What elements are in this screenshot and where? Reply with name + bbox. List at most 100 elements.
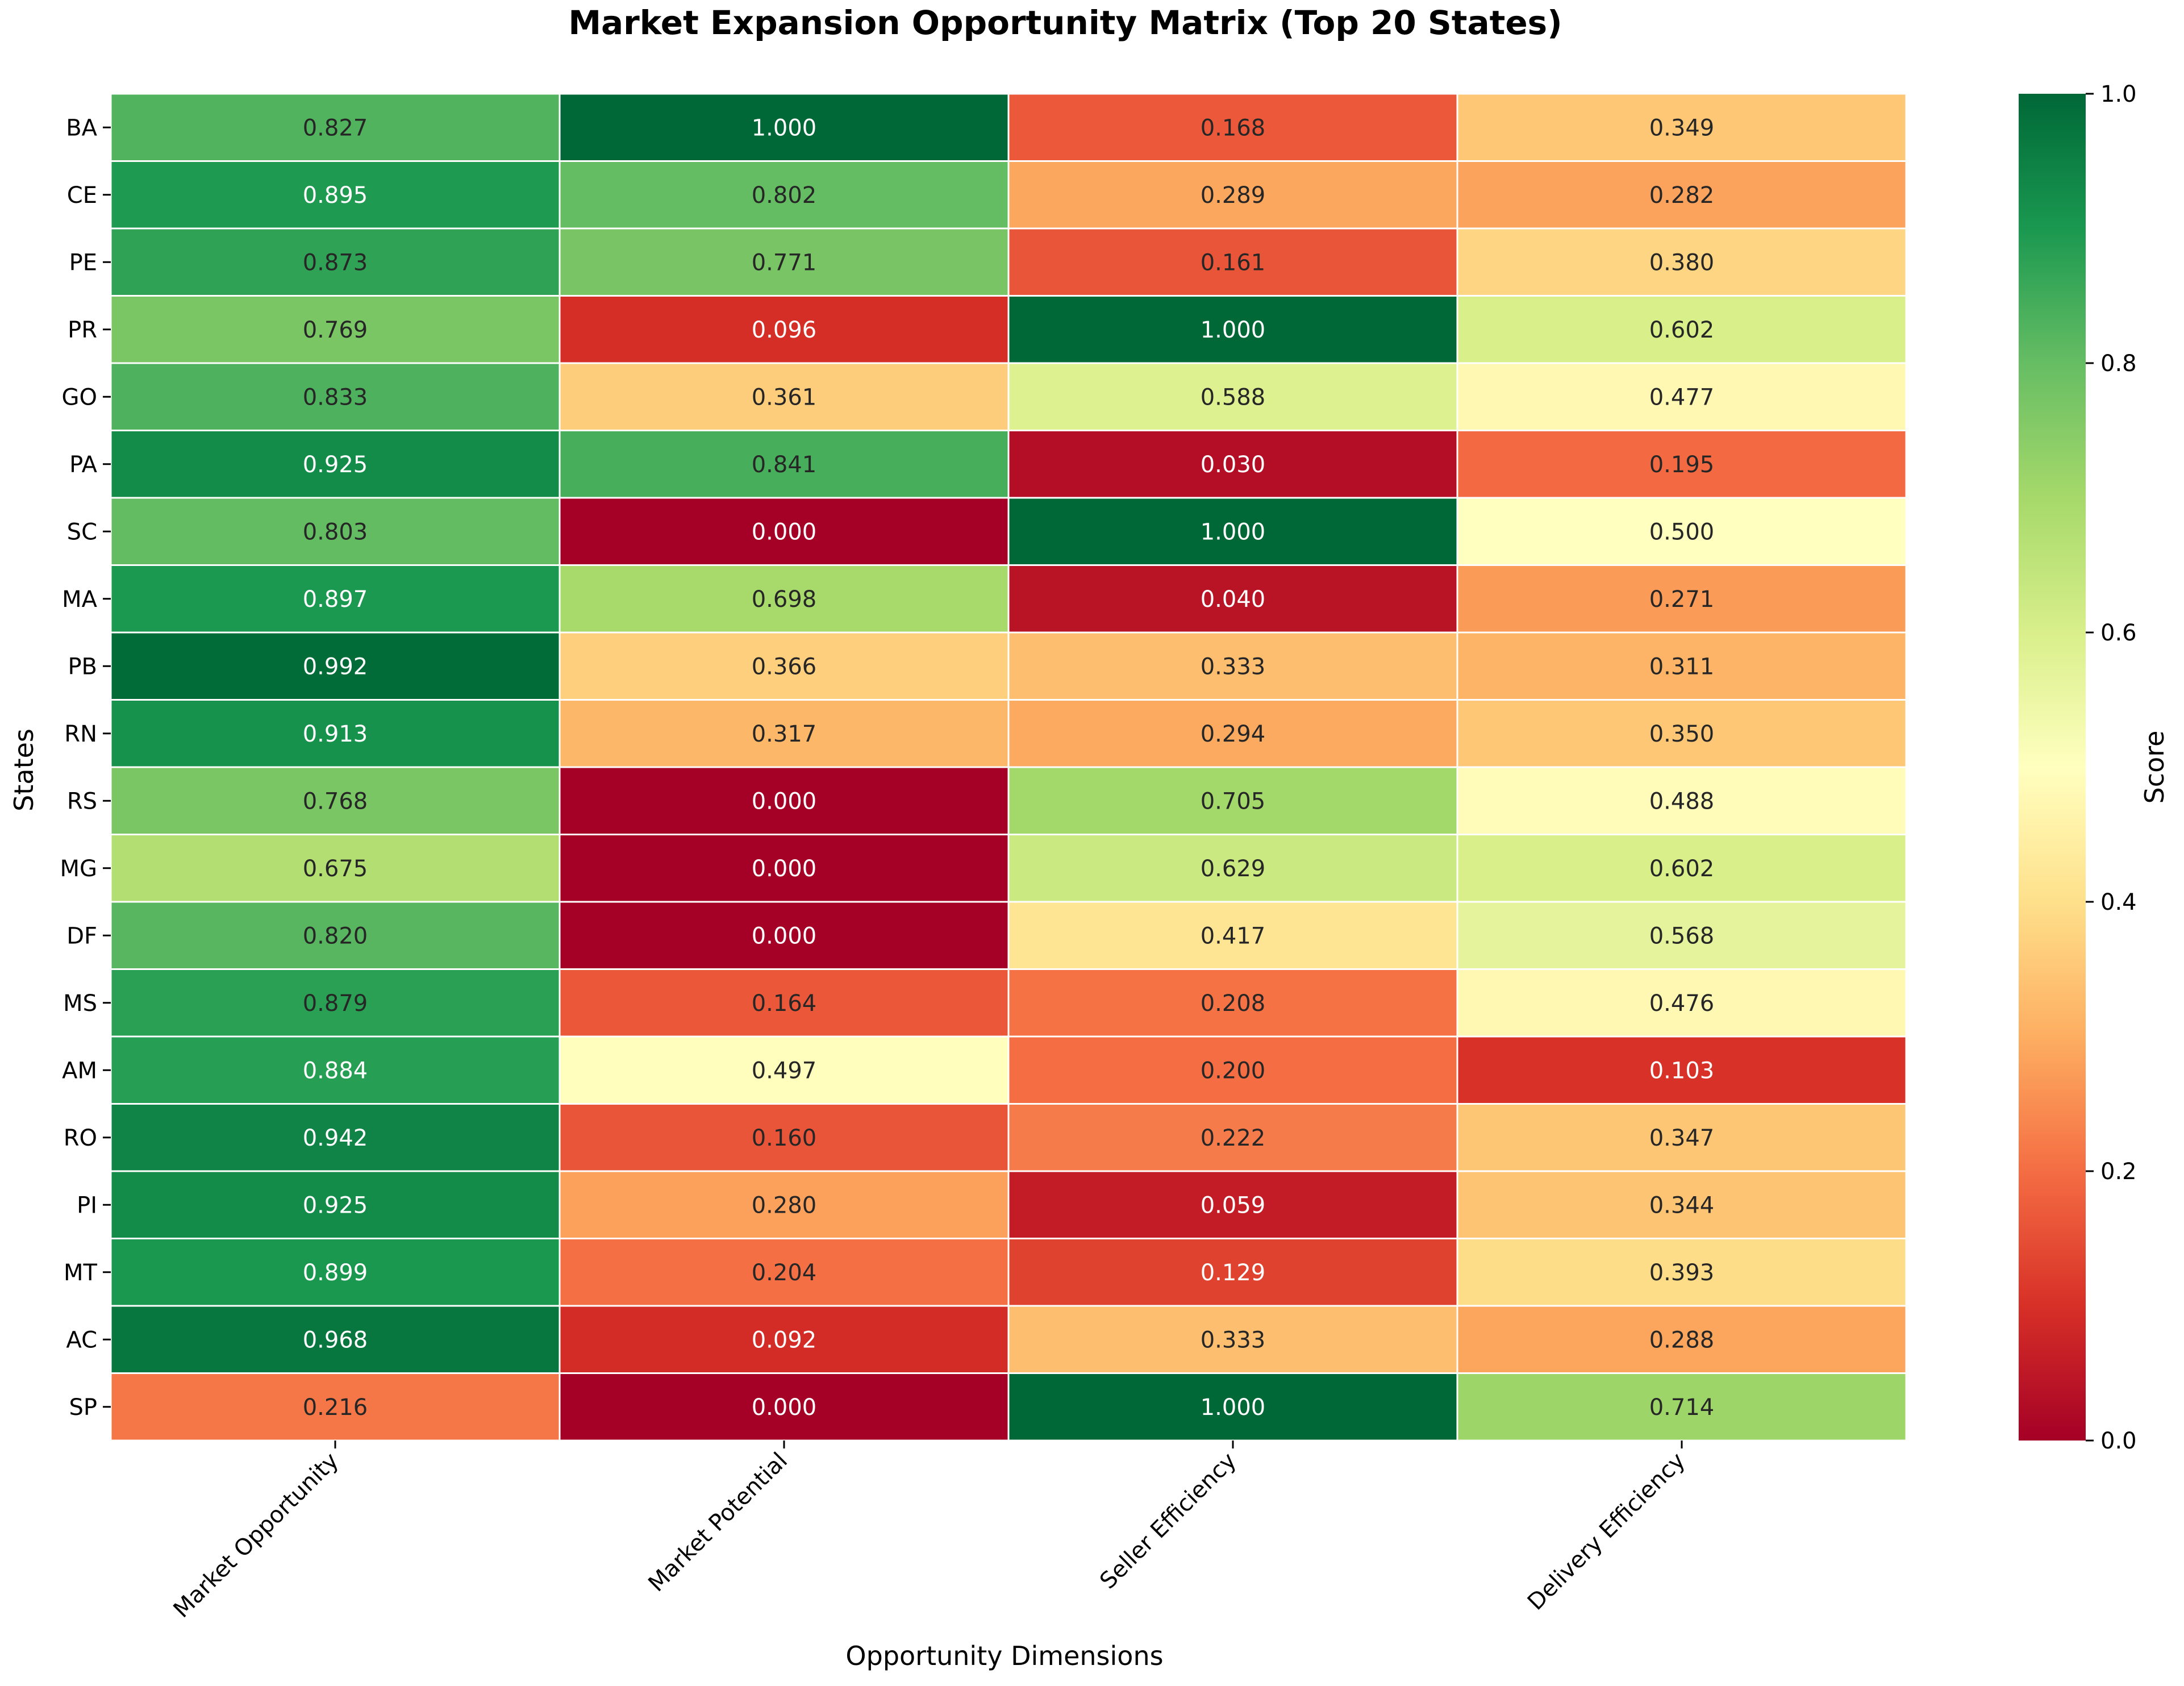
cell-value-label: 0.288 (1649, 1327, 1715, 1353)
y-tick-label: GO (62, 384, 97, 410)
cell-value-label: 0.925 (303, 1192, 368, 1218)
x-tick-label: Seller Efficiency (1095, 1448, 1241, 1595)
heatmap-cell (1007, 834, 1458, 903)
y-tick-label: PI (77, 1192, 97, 1218)
cell-value-label: 0.497 (752, 1058, 817, 1084)
heatmap-cell (1007, 1035, 1458, 1105)
heatmap-cell (110, 901, 561, 970)
cell-value-label: 0.092 (752, 1327, 817, 1353)
heatmap-cell (110, 1305, 561, 1374)
heatmap-cell (558, 362, 1010, 431)
cell-value-label: 0.568 (1649, 923, 1715, 949)
heatmap-cell (1456, 968, 1907, 1038)
y-tick-label: DF (66, 923, 97, 949)
chart-title: Market Expansion Opportunity Matrix (Top… (568, 3, 1562, 42)
cell-value-label: 0.417 (1201, 923, 1266, 949)
cell-value-label: 0.897 (303, 586, 368, 613)
cell-value-label: 0.096 (752, 317, 817, 343)
x-axis-label: Opportunity Dimensions (845, 1641, 1163, 1671)
heatmap-cell (1007, 699, 1458, 768)
heatmap-cell (110, 1103, 561, 1172)
cell-value-label: 0.200 (1201, 1058, 1266, 1084)
cell-value-label: 0.000 (752, 923, 817, 949)
heatmap-cell (1007, 766, 1458, 835)
cell-value-label: 0.968 (303, 1327, 368, 1353)
cell-value-label: 0.588 (1201, 384, 1266, 410)
heatmap-cell (1007, 362, 1458, 431)
cell-value-label: 0.282 (1649, 182, 1715, 209)
heatmap-cell (558, 430, 1010, 499)
cell-value-label: 0.289 (1201, 182, 1266, 209)
cell-value-label: 1.000 (752, 115, 817, 141)
cell-value-label: 0.698 (752, 586, 817, 613)
colorbar-tick-label: 0.8 (2100, 351, 2137, 377)
y-tick-label: PA (69, 452, 98, 478)
cell-value-label: 0.602 (1649, 856, 1715, 882)
cell-value-label: 0.768 (303, 788, 368, 814)
cell-value-label: 0.103 (1649, 1058, 1715, 1084)
heatmap-cell (1456, 1103, 1907, 1172)
heatmap-cell (558, 766, 1010, 835)
colorbar: 0.0 0.2 0.4 0.6 0.8 1.0 Score (2019, 81, 2170, 1454)
cell-value-label: 0.771 (752, 249, 817, 276)
colorbar-tick-label: 0.2 (2100, 1159, 2137, 1185)
cell-value-label: 0.942 (303, 1125, 368, 1151)
colorbar-tick-label: 0.6 (2100, 620, 2137, 646)
cell-value-label: 0.222 (1201, 1125, 1266, 1151)
heatmap-cell (558, 1305, 1010, 1374)
x-tick-labels: Market Opportunity Market Potential Seller… (169, 1441, 1690, 1623)
cell-value-label: 0.675 (303, 856, 368, 882)
heatmap-cell (1007, 1305, 1458, 1374)
y-tick-label: PB (68, 653, 97, 680)
cell-value-label: 0.705 (1201, 788, 1266, 814)
heatmap-cell (1007, 93, 1458, 162)
heatmap-cell (1007, 430, 1458, 499)
heatmap-cell (558, 227, 1010, 297)
heatmap-cell (1456, 497, 1907, 566)
cell-value-label: 0.208 (1201, 990, 1266, 1017)
cell-value-label: 0.271 (1649, 586, 1715, 613)
cell-value-label: 0.216 (303, 1394, 368, 1421)
heatmap-cell (110, 93, 561, 162)
y-tick-label: CE (67, 182, 97, 209)
heatmap-cell (1007, 497, 1458, 566)
cell-value-label: 0.000 (752, 788, 817, 814)
y-tick-label: MA (62, 586, 98, 613)
cell-value-label: 0.366 (752, 653, 817, 680)
cell-value-label: 1.000 (1201, 317, 1266, 343)
cell-value-label: 0.714 (1649, 1394, 1715, 1421)
y-axis-label: States (9, 728, 39, 811)
cell-value-label: 0.164 (752, 990, 817, 1017)
cell-value-label: 0.350 (1649, 721, 1715, 747)
x-tick-label: Market Potential (643, 1448, 793, 1597)
heatmap-cell (558, 901, 1010, 970)
heatmap-cell (1456, 1170, 1907, 1239)
heatmap-cell (558, 699, 1010, 768)
cell-value-label: 0.803 (303, 519, 368, 545)
cell-value-label: 0.347 (1649, 1125, 1715, 1151)
colorbar-ticks: 0.0 0.2 0.4 0.6 0.8 1.0 (2086, 81, 2137, 1454)
cell-value-label: 0.629 (1201, 856, 1266, 882)
cell-value-label: 0.488 (1649, 788, 1715, 814)
cell-value-label: 0.204 (752, 1260, 817, 1286)
cell-value-label: 0.477 (1649, 384, 1715, 410)
y-tick-label: RO (64, 1125, 97, 1151)
y-tick-label: SP (69, 1394, 97, 1421)
cell-value-label: 0.040 (1201, 586, 1266, 613)
cell-value-label: 0.476 (1649, 990, 1715, 1017)
cell-value-label: 0.899 (303, 1260, 368, 1286)
cell-value-label: 0.380 (1649, 249, 1715, 276)
heatmap-cell (558, 1238, 1010, 1307)
cell-value-label: 1.000 (1201, 1394, 1266, 1421)
cell-value-label: 0.802 (752, 182, 817, 209)
heatmap-cell (558, 968, 1010, 1038)
colorbar-label: Score (2139, 731, 2170, 804)
cell-value-label: 0.317 (752, 721, 817, 747)
y-tick-label: AC (66, 1327, 97, 1353)
cell-value-label: 0.361 (752, 384, 817, 410)
cell-value-label: 1.000 (1201, 519, 1266, 545)
cell-value-label: 0.333 (1201, 653, 1266, 680)
x-tick-label: Delivery Efficiency (1523, 1448, 1690, 1616)
y-tick-label: BA (66, 115, 97, 141)
colorbar-tick-label: 0.0 (2100, 1428, 2137, 1454)
